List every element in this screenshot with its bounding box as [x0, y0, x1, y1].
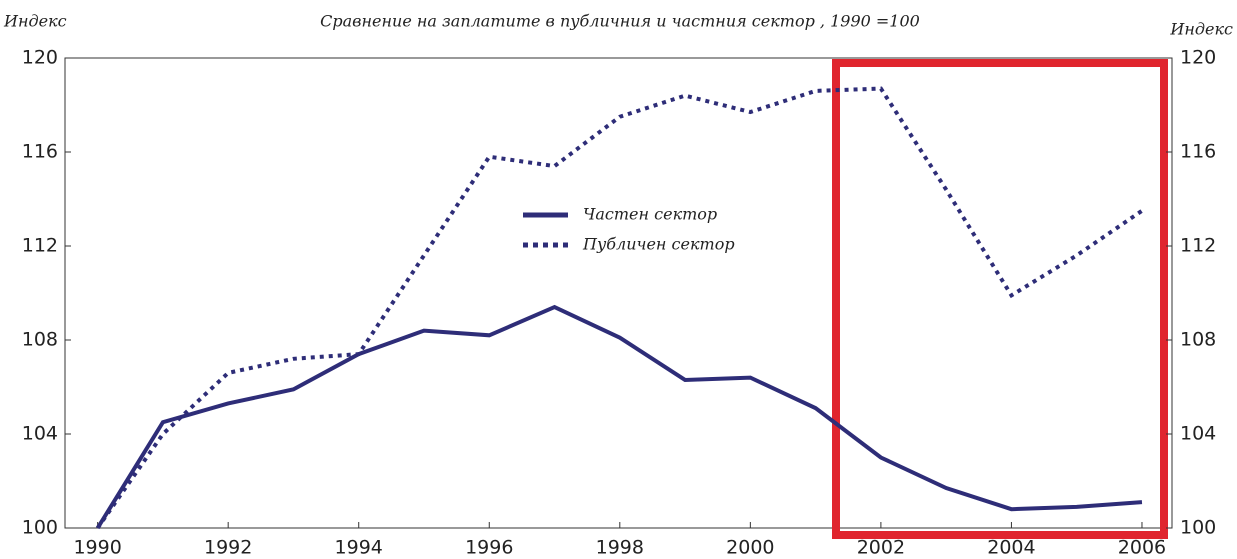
- chart-title: Сравнение на заплатите в публичния и час…: [320, 12, 920, 31]
- x-tick-label: 2006: [1118, 537, 1166, 559]
- x-tick-label: 1990: [73, 537, 121, 559]
- y-tick-label: 108: [22, 329, 58, 351]
- x-tick-label: 1996: [465, 537, 513, 559]
- y-tick-label: 112: [22, 235, 58, 257]
- y2-tick-label: 116: [1180, 141, 1216, 163]
- y-tick-label: 100: [22, 517, 58, 539]
- y-axis-label: Индекс: [3, 12, 67, 31]
- y2-tick-label: 112: [1180, 235, 1216, 257]
- line-series: [95, 304, 1143, 530]
- y-tick-label: 104: [22, 423, 58, 445]
- line-series: [95, 86, 1144, 530]
- x-tick-label: 2004: [987, 537, 1035, 559]
- x-tick-label: 1998: [596, 537, 644, 559]
- y2-axis-label: Индекс: [1169, 20, 1233, 39]
- plot-frame: [64, 57, 1173, 529]
- legend-label: Публичен сектор: [582, 235, 735, 254]
- x-tick-label: 1994: [335, 537, 383, 559]
- y2-tick-label: 108: [1180, 329, 1216, 351]
- y2-tick-label: 100: [1180, 517, 1216, 539]
- x-tick-label: 2002: [857, 537, 905, 559]
- y2-tick-label: 104: [1180, 423, 1216, 445]
- legend-label: Частен сектор: [583, 205, 717, 224]
- highlight-box: [832, 59, 1168, 539]
- y2-tick-label: 120: [1180, 47, 1216, 69]
- y-tick-label: 116: [22, 141, 58, 163]
- x-tick-label: 1992: [204, 537, 252, 559]
- y-tick-label: 120: [22, 47, 58, 69]
- x-tick-label: 2000: [726, 537, 774, 559]
